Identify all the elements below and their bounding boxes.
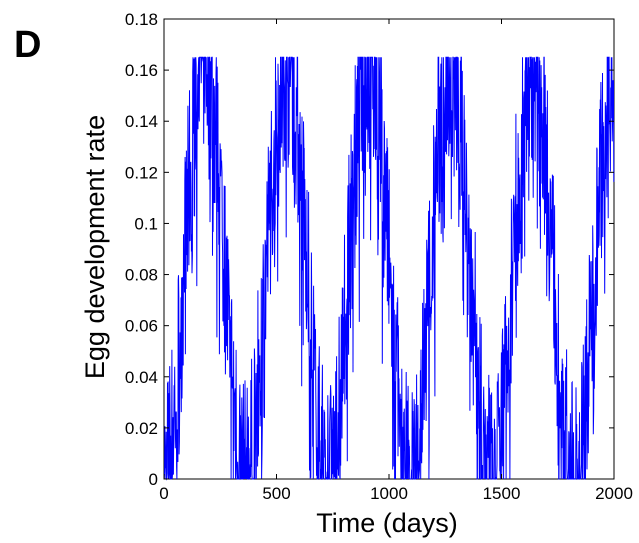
series-line xyxy=(163,56,615,481)
y-tick-label: 0.04 xyxy=(125,368,158,387)
y-tick-label: 0 xyxy=(149,470,158,489)
series-group xyxy=(163,56,615,481)
y-tick-label: 0.12 xyxy=(125,163,158,182)
x-tick-label: 500 xyxy=(262,484,290,503)
panel-label: D xyxy=(14,24,42,66)
y-tick-label: 0.02 xyxy=(125,419,158,438)
tick-group: 0 500 1000 1500 2000 0 0.02 0.04 0.06 0.08 0.1 0.12… xyxy=(125,10,633,503)
y-tick-label: 0.06 xyxy=(125,317,158,336)
y-tick-label: 0.16 xyxy=(125,61,158,80)
y-tick-label: 0.14 xyxy=(125,112,158,131)
x-tick-label: 0 xyxy=(159,484,168,503)
x-tick-label: 1000 xyxy=(370,484,408,503)
y-tick-label: 0.1 xyxy=(134,214,158,233)
y-tick-label: 0.18 xyxy=(125,10,158,29)
x-tick-label: 2000 xyxy=(595,484,633,503)
x-axis-label: Time (days) xyxy=(316,508,458,538)
y-axis-label: Egg development rate xyxy=(80,115,110,379)
y-tick-label: 0.08 xyxy=(125,266,158,285)
x-tick-label: 1500 xyxy=(483,484,521,503)
